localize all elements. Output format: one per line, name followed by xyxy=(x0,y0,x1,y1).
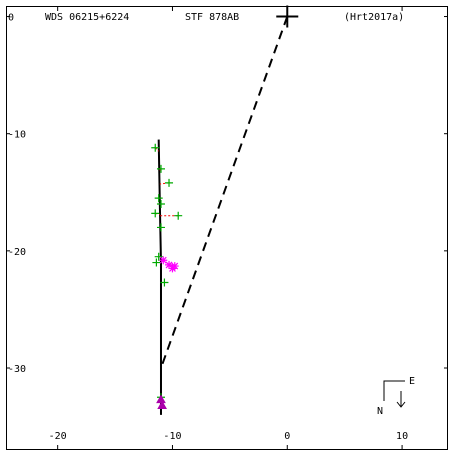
micrometer-point xyxy=(154,252,163,261)
node-line xyxy=(160,16,289,369)
speckle-point xyxy=(159,256,168,265)
compass-north-arrow xyxy=(396,391,406,408)
micrometer-point xyxy=(151,209,160,218)
micrometer-point xyxy=(160,278,169,287)
micrometer-point xyxy=(156,164,165,173)
y-tick-label: -20 xyxy=(8,247,26,258)
micrometer-point xyxy=(154,194,163,203)
observation-points xyxy=(151,143,183,409)
y-tick-label: -30 xyxy=(8,364,26,375)
header-wds: WDS 06215+6224 xyxy=(45,12,129,23)
speckle-point xyxy=(165,260,174,269)
micrometer-point xyxy=(174,211,183,220)
x-tick-label: -20 xyxy=(49,431,67,442)
y-tick-label: -10 xyxy=(8,130,26,141)
orbit-curve xyxy=(157,139,162,415)
compass-north-label: N xyxy=(377,406,383,417)
x-tick-label: 10 xyxy=(396,431,408,442)
primary-star xyxy=(276,5,299,28)
primary-star-mark xyxy=(276,5,299,28)
compass-east-arrow xyxy=(383,380,405,401)
recent-point xyxy=(157,400,167,409)
compass-east-label: E xyxy=(409,376,415,387)
micrometer-point xyxy=(156,223,165,232)
micrometer-point xyxy=(151,143,160,152)
compass: E N xyxy=(377,376,415,417)
x-tick-label: -10 xyxy=(163,431,181,442)
plot-frame xyxy=(6,6,448,450)
header-reference: (Hrt2017a) xyxy=(344,12,404,23)
speckle-point xyxy=(170,262,179,271)
micrometer-point xyxy=(152,258,161,267)
y-tick-label: 0 xyxy=(8,13,14,24)
node-line-segment xyxy=(160,16,289,369)
recent-point xyxy=(156,394,166,404)
header-discoverer: STF 878AB xyxy=(185,12,239,23)
orbit-path xyxy=(157,139,162,415)
axis-ticks: -20 -10 0 10 0 -10 -20 -30 xyxy=(6,7,448,449)
micrometer-point xyxy=(165,178,174,187)
micrometer-point xyxy=(156,199,165,208)
x-tick-label: 0 xyxy=(284,431,290,442)
